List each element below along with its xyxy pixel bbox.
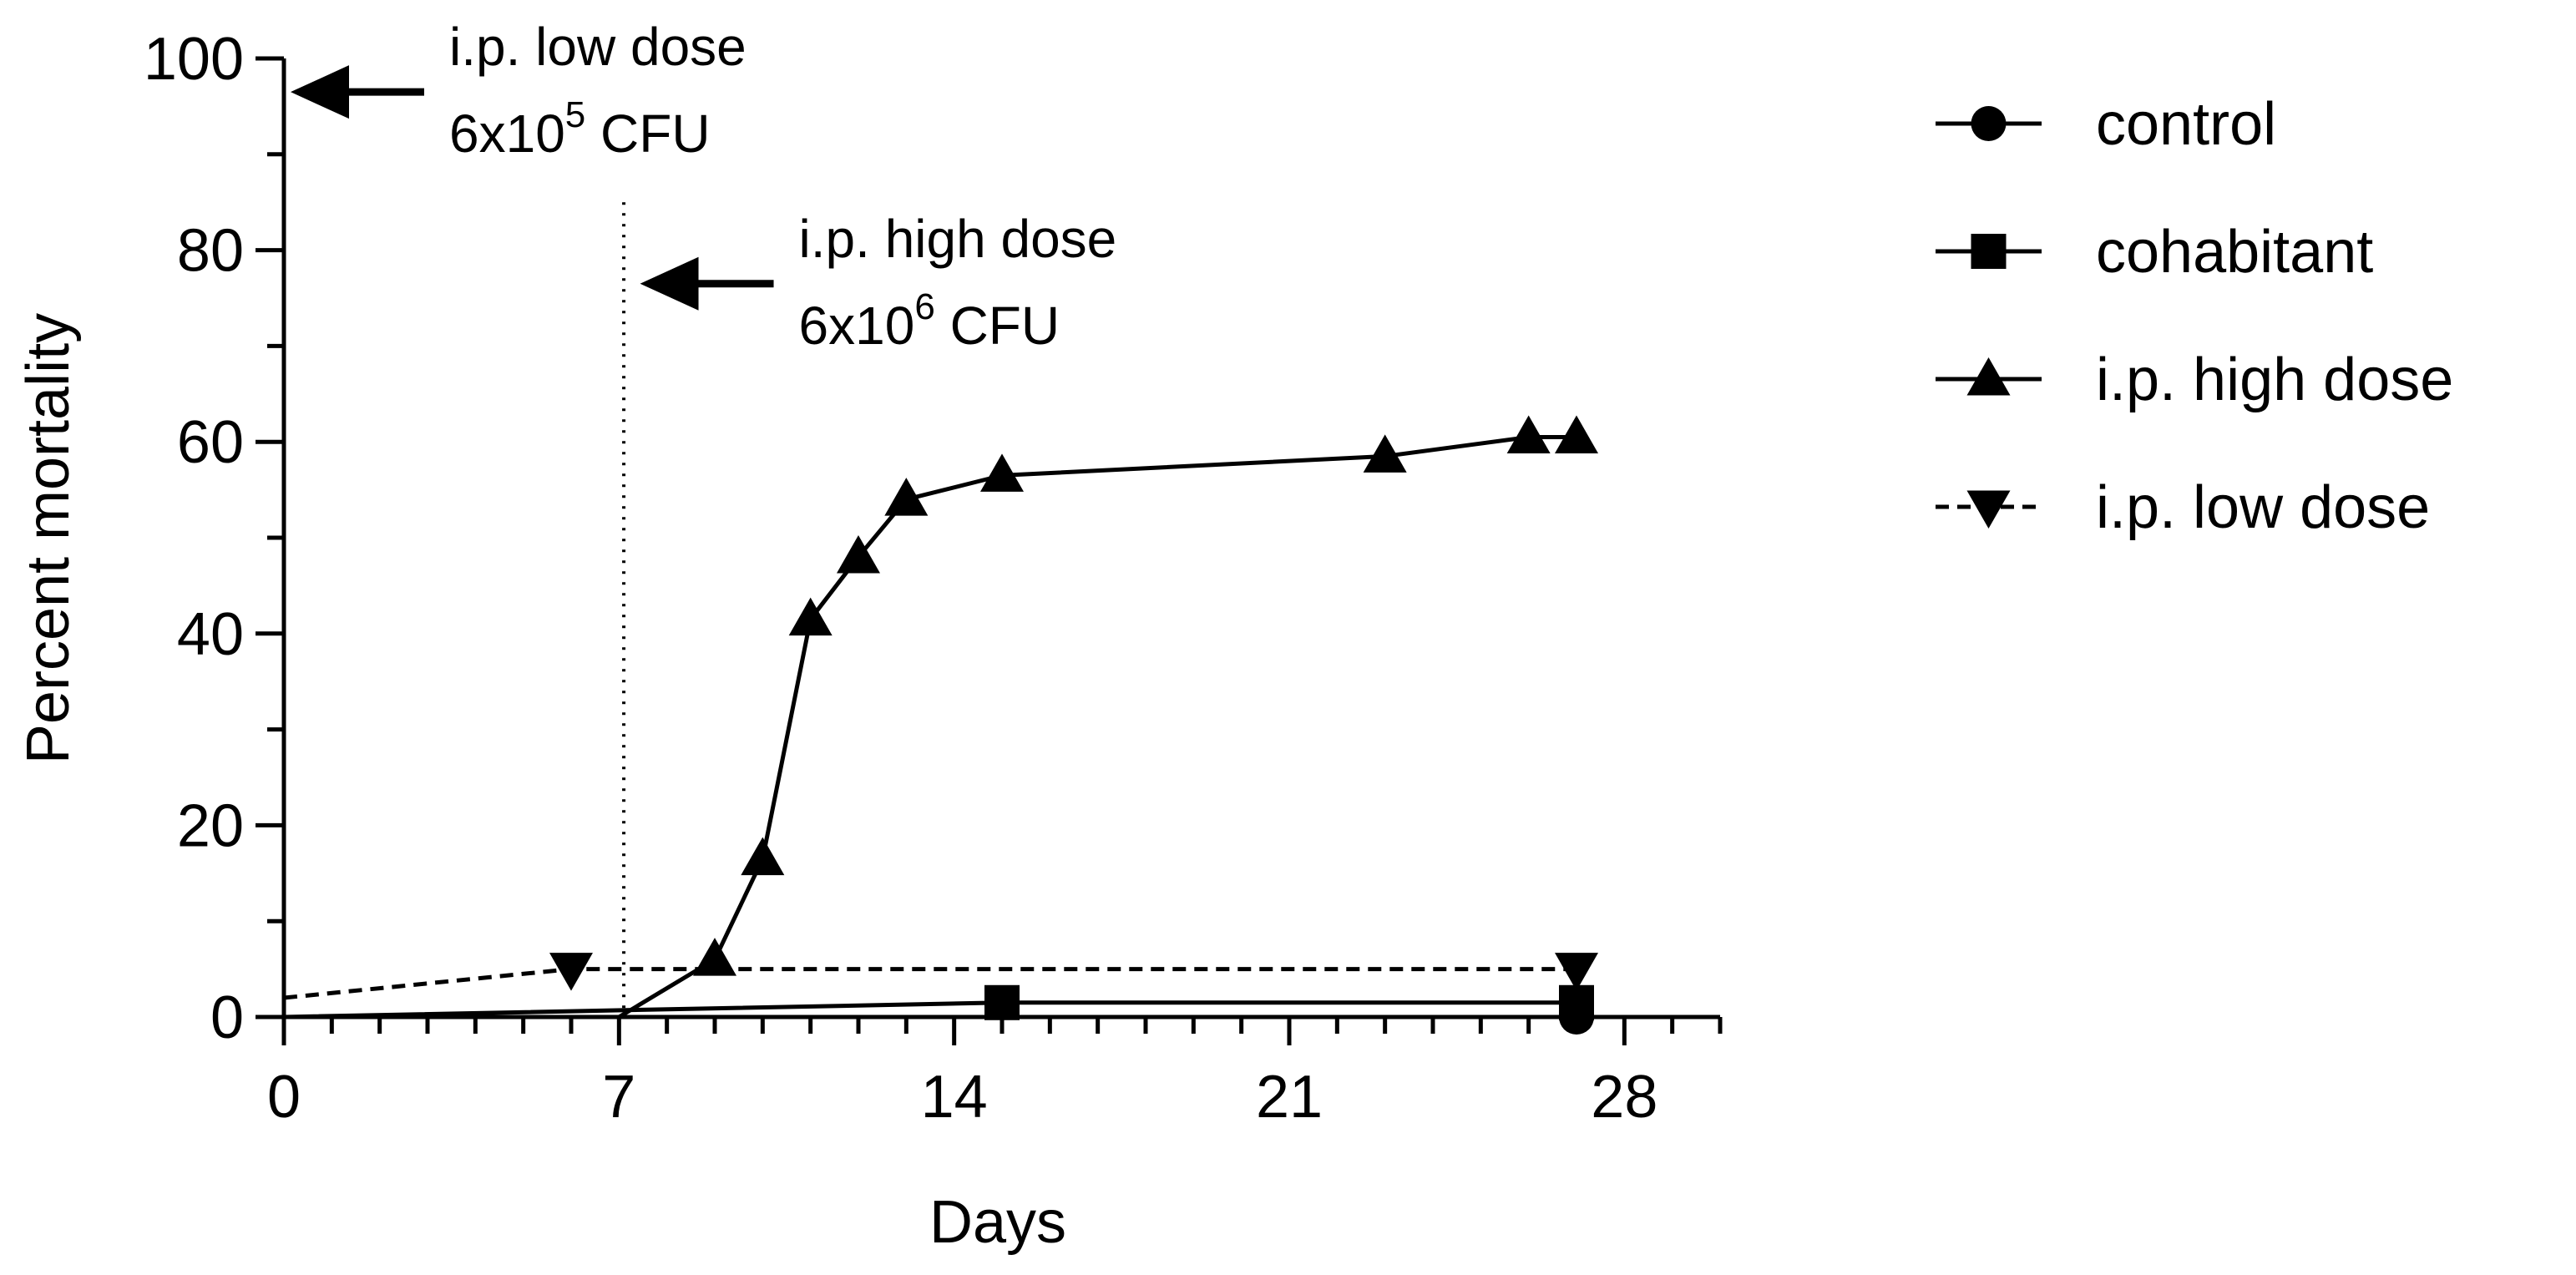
legend-entry: control [1936, 91, 2276, 158]
series-i-p-low-dose [283, 953, 1598, 1000]
dose-annotation: i.p. high dose 6x106 CFU [640, 209, 1117, 356]
annotation-title: i.p. low dose [449, 17, 746, 77]
data-point [1506, 415, 1551, 453]
data-point [549, 953, 593, 991]
annotation-dose: 6x106 CFU [799, 286, 1060, 356]
annotation-title: i.p. high dose [799, 209, 1117, 269]
data-point [1559, 984, 1594, 1020]
dose-annotation: i.p. low dose 6x105 CFU [291, 17, 746, 164]
data-point [1363, 434, 1407, 473]
x-tick-label: 21 [1256, 1064, 1323, 1131]
arrow-head [640, 256, 699, 311]
annotation-dose: 6x105 CFU [449, 94, 711, 164]
data-point [741, 837, 785, 876]
legend-label: cohabitant [2096, 219, 2373, 286]
y-tick-label: 20 [177, 792, 244, 859]
y-tick-label: 40 [177, 601, 244, 668]
legend-marker [1971, 106, 2007, 141]
series-i-p-high-dose [618, 415, 1598, 1019]
annotations: i.p. low dose 6x105 CFU i.p. high dose 6x10… [291, 17, 1116, 356]
data-point [884, 478, 929, 516]
legend-label: control [2096, 91, 2276, 158]
series-cohabitant [283, 984, 1594, 1020]
x-axis-label: Days [929, 1189, 1066, 1256]
series-layer [283, 415, 1598, 1035]
y-tick-label: 80 [177, 218, 244, 285]
x-tick-label: 0 [267, 1064, 301, 1131]
axes [256, 56, 1723, 1045]
legend-entry: i.p. low dose [1936, 474, 2430, 541]
series-line [283, 1000, 1576, 1019]
y-tick-label: 60 [177, 409, 244, 476]
legend-label: i.p. low dose [2096, 474, 2430, 541]
legend-entry: i.p. high dose [1936, 347, 2453, 413]
y-axis-label: Percent mortality [15, 313, 82, 764]
arrow-head [291, 65, 349, 119]
legend-label: i.p. high dose [2096, 347, 2453, 413]
y-tick-label: 100 [144, 26, 244, 93]
data-point [1555, 953, 1598, 991]
series-line [618, 434, 1576, 1019]
x-tick-label: 14 [921, 1064, 988, 1131]
tick-labels: 0 20 40 60 80 100 0 7 14 21 28 [144, 26, 1658, 1131]
data-point [984, 984, 1020, 1020]
series-line [283, 967, 1576, 1000]
data-point [980, 453, 1024, 492]
data-point [788, 597, 833, 636]
x-tick-label: 28 [1591, 1064, 1657, 1131]
data-point [693, 938, 736, 976]
y-tick-label: 0 [210, 984, 244, 1051]
legend-marker [1966, 357, 2011, 396]
legend-marker [1971, 234, 2007, 269]
legend: control cohabitant i.p. high dose i.p. low … [1936, 91, 2453, 541]
legend-entry: cohabitant [1936, 219, 2373, 286]
data-point [837, 534, 880, 574]
data-point [1555, 415, 1598, 453]
x-tick-label: 7 [602, 1064, 635, 1131]
legend-marker [1966, 490, 2011, 529]
